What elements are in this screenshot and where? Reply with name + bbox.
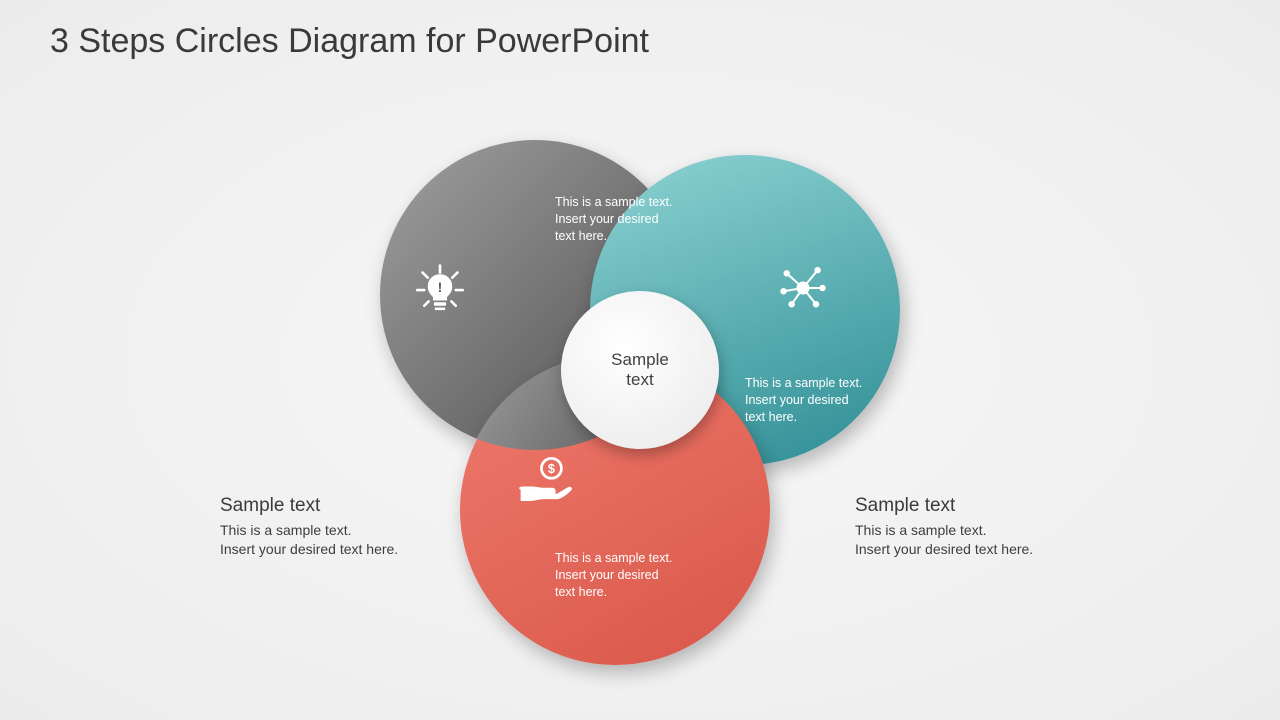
- side-label-right-body: This is a sample text. Insert your desir…: [855, 521, 1033, 559]
- side-label-right: Sample text This is a sample text. Inser…: [855, 495, 1033, 559]
- side-label-left-body: This is a sample text. Insert your desir…: [220, 521, 398, 559]
- circle-red-text: This is a sample text. Insert your desir…: [555, 550, 672, 601]
- network-icon: [777, 262, 829, 314]
- side-label-left-heading: Sample text: [220, 495, 398, 517]
- lightbulb-icon: !: [412, 262, 468, 318]
- circle-teal-text: This is a sample text. Insert your desir…: [745, 375, 862, 426]
- center-circle-text: Sample text: [611, 350, 669, 391]
- hand-coin-icon: $: [517, 452, 575, 510]
- svg-text:!: !: [438, 279, 443, 295]
- svg-text:$: $: [548, 462, 555, 476]
- side-label-left: Sample text This is a sample text. Inser…: [220, 495, 398, 559]
- diagram-stage: ! $: [0, 0, 1280, 720]
- center-circle: Sample text: [561, 291, 719, 449]
- side-label-right-heading: Sample text: [855, 495, 1033, 517]
- circle-gray-text: This is a sample text. Insert your desir…: [555, 194, 672, 245]
